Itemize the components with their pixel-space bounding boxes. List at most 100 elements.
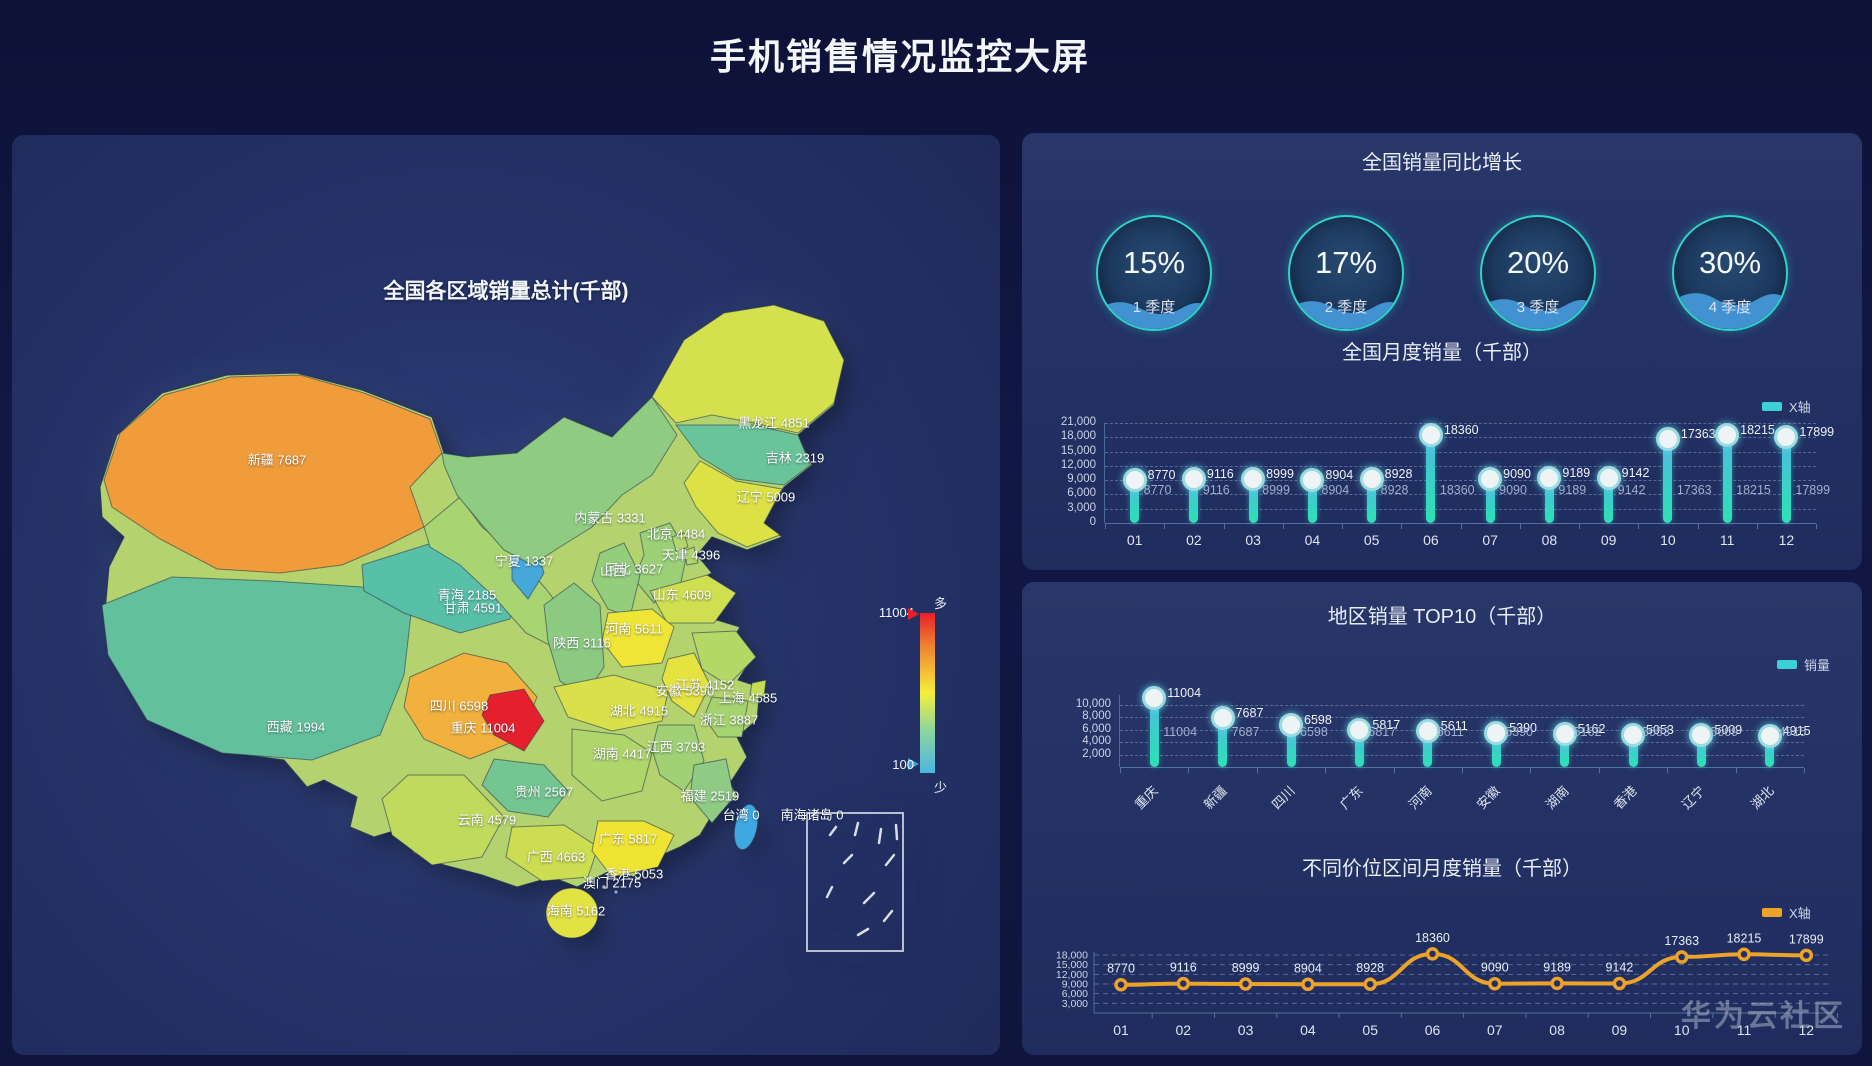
value-label: 8904 xyxy=(1294,961,1322,975)
value-label-secondary: 9142 xyxy=(1617,483,1646,498)
map-label-辽宁: 辽宁 5009 xyxy=(736,489,796,505)
map-region-福建[interactable] xyxy=(689,758,735,824)
lollipop-head-icon xyxy=(1347,717,1372,742)
value-label: 7687 xyxy=(1235,706,1264,721)
x-axis-tick xyxy=(1579,524,1580,529)
map-region-天津[interactable] xyxy=(683,546,699,566)
x-axis-line xyxy=(1120,767,1804,768)
map-islet-icon xyxy=(614,890,618,894)
map-label-四川: 四川 6598 xyxy=(429,698,489,714)
value-label-secondary: 7687 xyxy=(1231,725,1260,740)
map-label-吉林: 吉林 2319 xyxy=(765,450,825,466)
lollipop-stem xyxy=(1560,734,1570,767)
map-label-江西: 江西 3793 xyxy=(646,739,706,755)
price-legend[interactable]: X轴 xyxy=(1762,903,1811,922)
visualmap-high-handle-icon[interactable] xyxy=(908,608,919,620)
lollipop-head-icon xyxy=(1552,721,1577,746)
top10-title: 地区销量 TOP10（千部） xyxy=(1327,606,1557,628)
map-label-内蒙古: 内蒙古 3331 xyxy=(574,510,646,526)
map-region-江西[interactable] xyxy=(651,724,705,792)
map-region-吉林[interactable] xyxy=(675,424,811,486)
gauge-quarter-label: 2 季度 xyxy=(1324,299,1368,316)
value-label: 8904 xyxy=(1325,467,1354,482)
top10-legend[interactable]: 销量 xyxy=(1777,655,1830,674)
visualmap-gradient-bar[interactable] xyxy=(920,613,935,773)
y-axis-tick-label: 18,000 xyxy=(1056,950,1088,962)
month-label: 07 xyxy=(1487,1022,1503,1038)
value-label: 5611 xyxy=(1440,719,1468,734)
lollipop-stem xyxy=(1544,479,1554,523)
gauge-quarter-label: 1 季度 xyxy=(1132,299,1176,316)
value-label-secondary: 9090 xyxy=(1499,483,1527,498)
map-title: 全国各区域销量总计(千部) xyxy=(383,280,629,303)
gridline xyxy=(1105,508,1816,510)
gridline xyxy=(1105,465,1816,467)
map-label-湖北: 湖北 4915 xyxy=(609,703,669,719)
monthly-legend[interactable]: X轴 xyxy=(1762,397,1811,416)
x-axis-tick xyxy=(1816,524,1817,529)
map-label-香港: 香港 5053 xyxy=(604,866,664,882)
x-axis-tick xyxy=(1735,768,1737,773)
map-region-新疆[interactable] xyxy=(103,374,443,574)
map-region-湖北[interactable] xyxy=(553,674,669,732)
value-label: 9189 xyxy=(1543,960,1571,974)
y-axis-tick-label: 0 xyxy=(1089,516,1096,528)
lollipop-stem xyxy=(1286,726,1296,767)
map-region-山东[interactable] xyxy=(649,574,737,624)
value-label: 17363 xyxy=(1680,427,1716,442)
map-label-广东: 广东 5817 xyxy=(598,831,658,847)
gauge-wave-icon xyxy=(1482,299,1594,329)
month-label: 06 xyxy=(1423,532,1439,548)
map-region-台湾[interactable] xyxy=(730,802,761,852)
value-label: 9116 xyxy=(1206,466,1234,481)
lollipop-head-icon xyxy=(1484,720,1509,745)
map-region-海南[interactable] xyxy=(545,887,599,939)
gridline xyxy=(1120,705,1804,706)
x-axis-tick xyxy=(1530,768,1532,773)
line-marker-icon xyxy=(1488,976,1502,991)
y-axis-tick-label: 12,000 xyxy=(1060,458,1096,471)
inset-island-icon xyxy=(825,885,834,899)
map-region-湖南[interactable] xyxy=(571,728,653,802)
map-region-贵州[interactable] xyxy=(481,758,569,818)
map-label-澳门: 澳门 2175 xyxy=(582,875,642,891)
month-label: 03 xyxy=(1245,532,1261,548)
y-axis-tick-label: 9,000 xyxy=(1067,473,1096,486)
y-axis-tick-label: 3,000 xyxy=(1062,998,1088,1010)
map-region-重庆[interactable] xyxy=(481,688,545,752)
value-label-secondary: 5390 xyxy=(1505,725,1533,740)
value-label-secondary: 8904 xyxy=(1321,483,1350,498)
value-label-secondary: 18215 xyxy=(1736,483,1771,498)
visualmap-legend[interactable]: 多 11004 100 少 xyxy=(874,595,994,805)
map-region-云南[interactable] xyxy=(381,774,505,866)
lollipop-stem xyxy=(1149,698,1159,767)
lollipop-stem xyxy=(1426,435,1436,523)
map-label-广西: 广西 4663 xyxy=(526,849,586,865)
map-label-西藏: 西藏 1994 xyxy=(266,719,326,735)
map-label-天津: 天津 4396 xyxy=(661,547,721,563)
map-region-辽宁[interactable] xyxy=(683,460,783,548)
visualmap-low-handle-icon[interactable] xyxy=(908,758,919,770)
inset-island-icon xyxy=(884,853,896,867)
map-region-上海[interactable] xyxy=(749,679,767,698)
map-region-浙江[interactable] xyxy=(703,696,749,738)
x-axis-tick xyxy=(1256,768,1258,773)
map-region-内蒙古[interactable] xyxy=(441,396,678,566)
map-region-安徽[interactable] xyxy=(661,652,711,718)
value-label: 5009 xyxy=(1714,722,1743,737)
lollipop-stem xyxy=(1765,736,1775,767)
map-region-黑龙江[interactable] xyxy=(651,304,845,434)
value-label-secondary: 6598 xyxy=(1300,725,1328,740)
price-legend-label: X轴 xyxy=(1789,906,1811,921)
gridline xyxy=(1120,754,1804,756)
map-region-北京[interactable] xyxy=(671,532,689,552)
map-label-福建: 福建 2519 xyxy=(680,788,740,804)
category-label: 广东 xyxy=(1337,783,1367,813)
map-region-广东[interactable] xyxy=(591,820,675,878)
x-axis-tick xyxy=(1393,768,1395,773)
map-region-江苏[interactable] xyxy=(691,630,757,686)
map-label-宁夏: 宁夏 1337 xyxy=(494,553,554,569)
month-label: 03 xyxy=(1238,1022,1254,1038)
map-region-广西[interactable] xyxy=(505,824,599,882)
map-region-西藏[interactable] xyxy=(101,576,413,761)
